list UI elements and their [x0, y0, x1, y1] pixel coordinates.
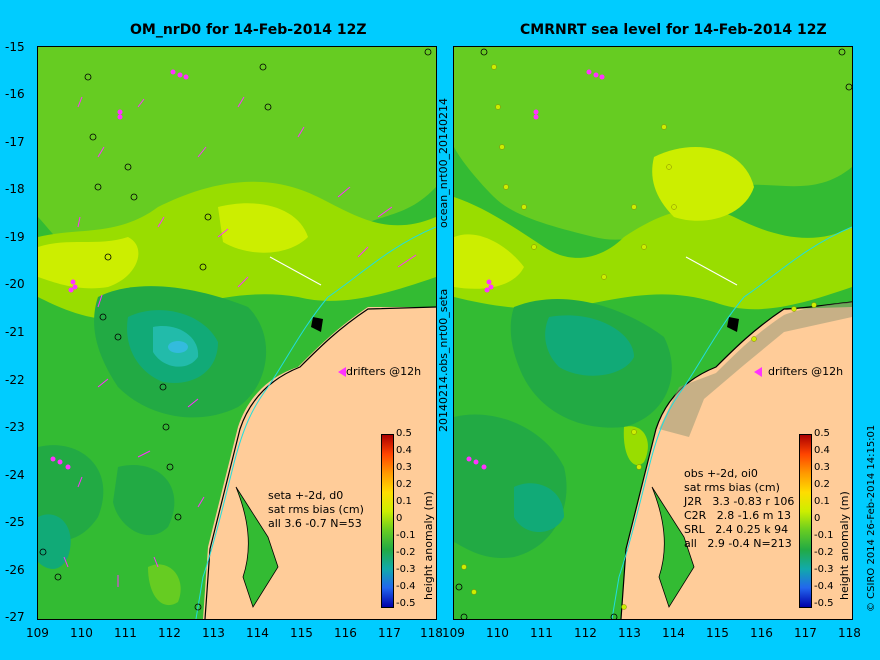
colorbar-tick: 0.5: [396, 428, 412, 439]
colorbar-tick: 0.1: [396, 496, 412, 507]
lon-label: 114: [662, 626, 685, 640]
lat-label: -17: [5, 135, 25, 149]
right-panel-title: CMRNRT sea level for 14-Feb-2014 12Z: [520, 22, 827, 38]
lon-label: 111: [530, 626, 553, 640]
lat-label: -25: [5, 515, 25, 529]
left-panel-title: OM_nrD0 for 14-Feb-2014 12Z: [130, 22, 367, 38]
lon-label: 111: [114, 626, 137, 640]
colorbar-tick: -0.4: [814, 581, 834, 592]
lon-label: 109: [26, 626, 49, 640]
lon-label: 112: [574, 626, 597, 640]
lat-label: -21: [5, 325, 25, 339]
stats-line: all 2.9 -0.4 N=213: [684, 537, 792, 550]
lon-label: 109: [442, 626, 465, 640]
colorbar-tick: -0.5: [814, 598, 834, 609]
lon-label: 114: [246, 626, 269, 640]
lon-label: 118: [420, 626, 443, 640]
right-drifters-label: drifters @12h: [768, 365, 844, 378]
stats-line: sat rms bias (cm): [684, 481, 780, 494]
lat-label: -27: [5, 610, 25, 624]
lon-label: 112: [158, 626, 181, 640]
lon-label: 115: [706, 626, 729, 640]
left-map: [37, 46, 437, 620]
lat-label: -16: [5, 87, 25, 101]
lat-label: -19: [5, 230, 25, 244]
lon-label: 115: [290, 626, 313, 640]
lon-label: 116: [334, 626, 357, 640]
left-drifters-label: drifters @12h: [346, 365, 422, 378]
colorbar-tick: 0.5: [814, 428, 830, 439]
side-label-model: ocean_nrt00_20140214: [437, 97, 450, 228]
lon-label: 113: [202, 626, 225, 640]
lat-label: -18: [5, 182, 25, 196]
colorbar-tick: -0.1: [814, 530, 834, 541]
colorbar-tick: -0.3: [814, 564, 834, 575]
colorbar-tick: 0: [396, 513, 403, 524]
colorbar-tick: 0.4: [396, 445, 412, 456]
stats-line: C2R 2.8 -1.6 m 13: [684, 509, 791, 522]
right-colorbar: [799, 434, 812, 608]
right-colorbar-label: height anomaly (m): [838, 491, 851, 600]
lon-label: 117: [378, 626, 401, 640]
side-label-obs: 20140214.obs_nrt00_seta: [437, 288, 450, 432]
lon-label: 110: [486, 626, 509, 640]
colorbar-tick: -0.4: [396, 581, 416, 592]
lat-label: -20: [5, 277, 25, 291]
lon-label: 118: [838, 626, 861, 640]
stats-line: SRL 2.4 0.25 k 94: [684, 523, 789, 536]
stats-line: seta +-2d, d0: [268, 489, 344, 502]
lat-label: -24: [5, 468, 25, 482]
colorbar-tick: 0.2: [396, 479, 412, 490]
stats-line: J2R 3.3 -0.83 r 106: [684, 495, 795, 508]
right-map: [453, 46, 853, 620]
colorbar-tick: -0.1: [396, 530, 416, 541]
colorbar-tick: -0.2: [396, 547, 416, 558]
stats-line: all 3.6 -0.7 N=53: [268, 517, 362, 530]
lat-label: -26: [5, 563, 25, 577]
lat-label: -15: [5, 40, 25, 54]
colorbar-tick: -0.5: [396, 598, 416, 609]
lon-label: 113: [618, 626, 641, 640]
left-colorbar: [381, 434, 394, 608]
lon-label: 116: [750, 626, 773, 640]
colorbar-tick: 0.3: [396, 462, 412, 473]
stats-line: obs +-2d, oi0: [684, 467, 758, 480]
lon-label: 110: [70, 626, 93, 640]
colorbar-tick: 0.2: [814, 479, 830, 490]
colorbar-tick: 0.1: [814, 496, 830, 507]
stats-line: sat rms bias (cm): [268, 503, 364, 516]
credit-label: © CSIRO 2014 26-Feb-2014 14:15:01: [866, 424, 877, 612]
left-colorbar-label: height anomaly (m): [422, 491, 435, 600]
lat-label: -23: [5, 420, 25, 434]
colorbar-tick: 0.4: [814, 445, 830, 456]
lon-label: 117: [794, 626, 817, 640]
colorbar-tick: 0: [814, 513, 821, 524]
colorbar-tick: -0.3: [396, 564, 416, 575]
colorbar-tick: 0.3: [814, 462, 830, 473]
lat-label: -22: [5, 373, 25, 387]
colorbar-tick: -0.2: [814, 547, 834, 558]
